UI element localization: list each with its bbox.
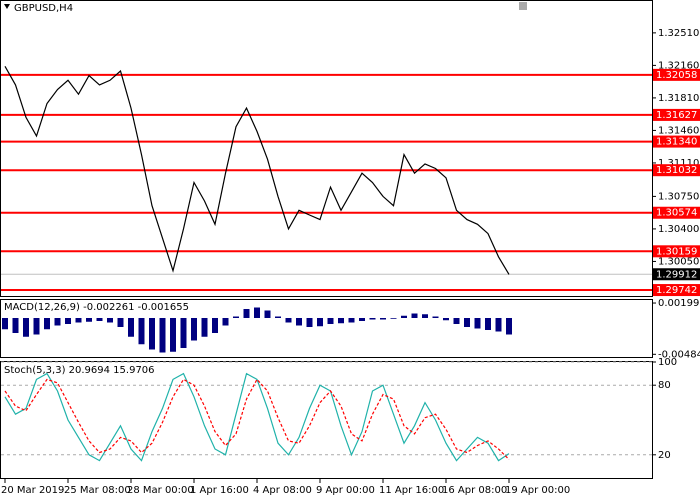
bar (2, 318, 8, 330)
bar (75, 318, 82, 323)
data-line (4, 378, 510, 460)
bar (285, 318, 292, 323)
bar (201, 318, 208, 337)
price-panel (0, 0, 653, 297)
bar (180, 318, 187, 348)
level-label-box (653, 68, 700, 81)
y-tick-label: 1.31460 (658, 125, 699, 136)
bar (422, 314, 428, 318)
bar (443, 318, 449, 321)
stoch-title: Stoch(5,3,3) 20.9694 15.9706 (4, 365, 155, 376)
bar (23, 318, 29, 337)
bar (474, 318, 481, 329)
x-tick-label: 16 Apr 08:00 (442, 485, 507, 496)
level-label: 1.31340 (656, 137, 697, 148)
y-tick-label: 1.31110 (658, 158, 699, 169)
bar (411, 313, 418, 318)
bar (149, 318, 155, 350)
y-tick-label: 1.32510 (658, 28, 699, 39)
level-label-box (653, 206, 700, 219)
x-tick-label: 9 Apr 00:00 (316, 485, 375, 496)
level-label: 1.29742 (656, 285, 697, 296)
bar (138, 318, 145, 345)
bar (390, 318, 397, 319)
chart-title: GBPUSD,H4 (14, 3, 73, 14)
bar (128, 318, 134, 337)
data-line (4, 66, 510, 275)
y-tick-label: 80 (658, 380, 671, 391)
y-tick-label: 1.30750 (658, 191, 699, 202)
bar (44, 318, 50, 330)
level-label-box (653, 245, 700, 258)
bar (222, 318, 229, 326)
bar (359, 318, 365, 321)
bar (264, 310, 271, 318)
scroll-icon[interactable] (519, 2, 527, 10)
bar (338, 318, 344, 324)
macd-title: MACD(12,26,9) -0.002261 -0.001655 (4, 302, 189, 313)
level-label: 1.31032 (656, 165, 697, 176)
bar (369, 318, 376, 320)
bar (96, 318, 103, 321)
level-label-box (653, 284, 700, 297)
level-label-box (653, 135, 700, 148)
level-label-box (653, 164, 700, 177)
bar (464, 318, 470, 327)
bar (380, 318, 386, 320)
bar (159, 318, 166, 353)
macd-panel (0, 299, 653, 358)
level-label: 1.30574 (656, 208, 697, 219)
panel-icon[interactable] (4, 4, 10, 9)
bar (86, 318, 92, 322)
bar (65, 318, 71, 324)
x-tick-label: 4 Apr 08:00 (253, 485, 312, 496)
bar (212, 318, 218, 333)
bar (348, 318, 355, 323)
bar (485, 318, 491, 330)
x-tick-label: 28 Mar 00:00 (127, 485, 194, 496)
level-label: 1.32058 (656, 70, 697, 81)
bar (117, 318, 124, 327)
x-tick-label: 11 Apr 16:00 (379, 485, 444, 496)
current-price-box (653, 268, 700, 281)
bar (107, 318, 113, 323)
data-line (4, 372, 510, 462)
bar (254, 307, 260, 318)
bar (243, 309, 250, 318)
bar (191, 318, 197, 341)
bar (296, 318, 302, 326)
x-tick-label: 1 Apr 16:00 (190, 485, 249, 496)
bar (233, 316, 239, 318)
level-label: 1.31627 (656, 110, 697, 121)
x-tick-label: 20 Mar 2019 (1, 485, 64, 496)
y-tick-label: 0.001996 (658, 298, 700, 309)
bar (495, 318, 502, 332)
bar (33, 318, 40, 335)
bar (506, 318, 512, 335)
bar (12, 318, 19, 333)
level-label: 1.30159 (656, 246, 697, 257)
y-tick-label: -0.004841 (658, 349, 700, 360)
bar (401, 315, 407, 318)
bar (170, 318, 176, 352)
bar (453, 318, 460, 324)
x-tick-label: 25 Mar 08:00 (64, 485, 131, 496)
bar (327, 318, 334, 324)
y-tick-label: 1.32160 (658, 60, 699, 71)
y-tick-label: 1.31810 (658, 93, 699, 104)
bar (54, 318, 61, 326)
current-price-label: 1.29912 (656, 269, 697, 280)
y-tick-label: 1.30050 (658, 256, 699, 267)
bar (275, 316, 281, 318)
y-tick-label: 100 (658, 357, 677, 368)
y-tick-label: 20 (658, 450, 671, 461)
y-tick-label: 1.30400 (658, 224, 699, 235)
bar (317, 318, 323, 327)
bar (306, 318, 313, 327)
bar (432, 316, 439, 318)
x-tick-label: 19 Apr 00:00 (505, 485, 570, 496)
level-label-box (653, 108, 700, 121)
